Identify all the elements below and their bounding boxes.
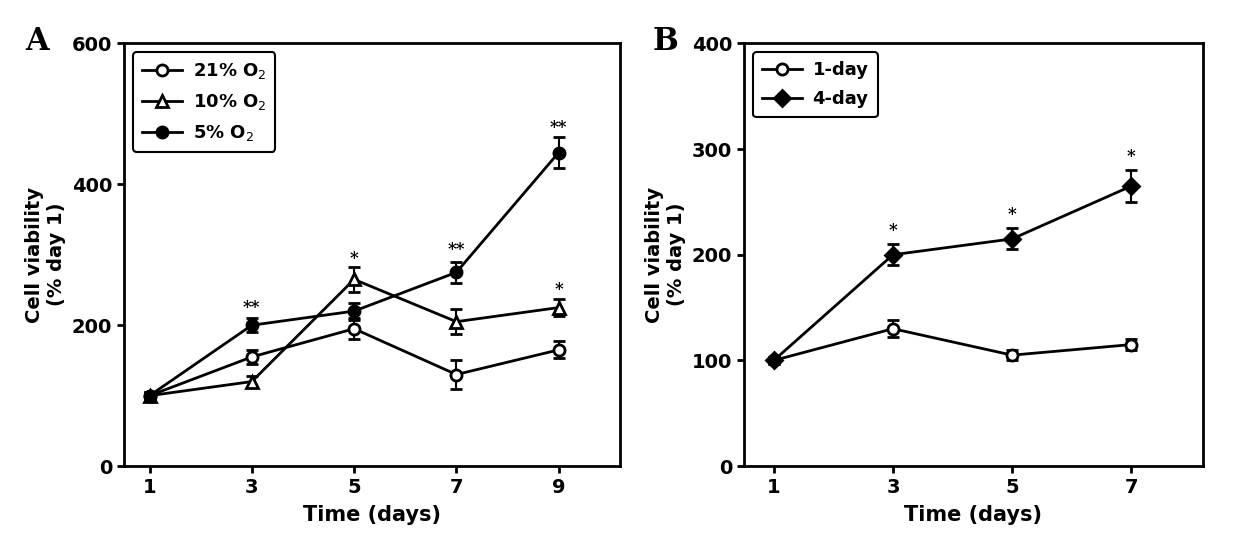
Text: *: * xyxy=(350,250,358,267)
X-axis label: Time (days): Time (days) xyxy=(904,505,1043,525)
Text: *: * xyxy=(889,222,898,239)
Text: **: ** xyxy=(243,299,260,316)
Legend: 1-day, 4-day: 1-day, 4-day xyxy=(753,53,878,117)
Text: *: * xyxy=(1127,148,1136,165)
Legend: 21% O$_2$, 10% O$_2$, 5% O$_2$: 21% O$_2$, 10% O$_2$, 5% O$_2$ xyxy=(133,53,275,152)
Text: **: ** xyxy=(448,241,465,258)
Text: B: B xyxy=(652,27,678,57)
Text: *: * xyxy=(1008,206,1017,223)
Y-axis label: Cell viability
(% day 1): Cell viability (% day 1) xyxy=(25,186,66,323)
Text: *: * xyxy=(554,281,563,299)
Y-axis label: Cell viability
(% day 1): Cell viability (% day 1) xyxy=(645,186,686,323)
Text: A: A xyxy=(25,27,48,57)
Text: **: ** xyxy=(549,119,568,137)
X-axis label: Time (days): Time (days) xyxy=(303,505,441,525)
